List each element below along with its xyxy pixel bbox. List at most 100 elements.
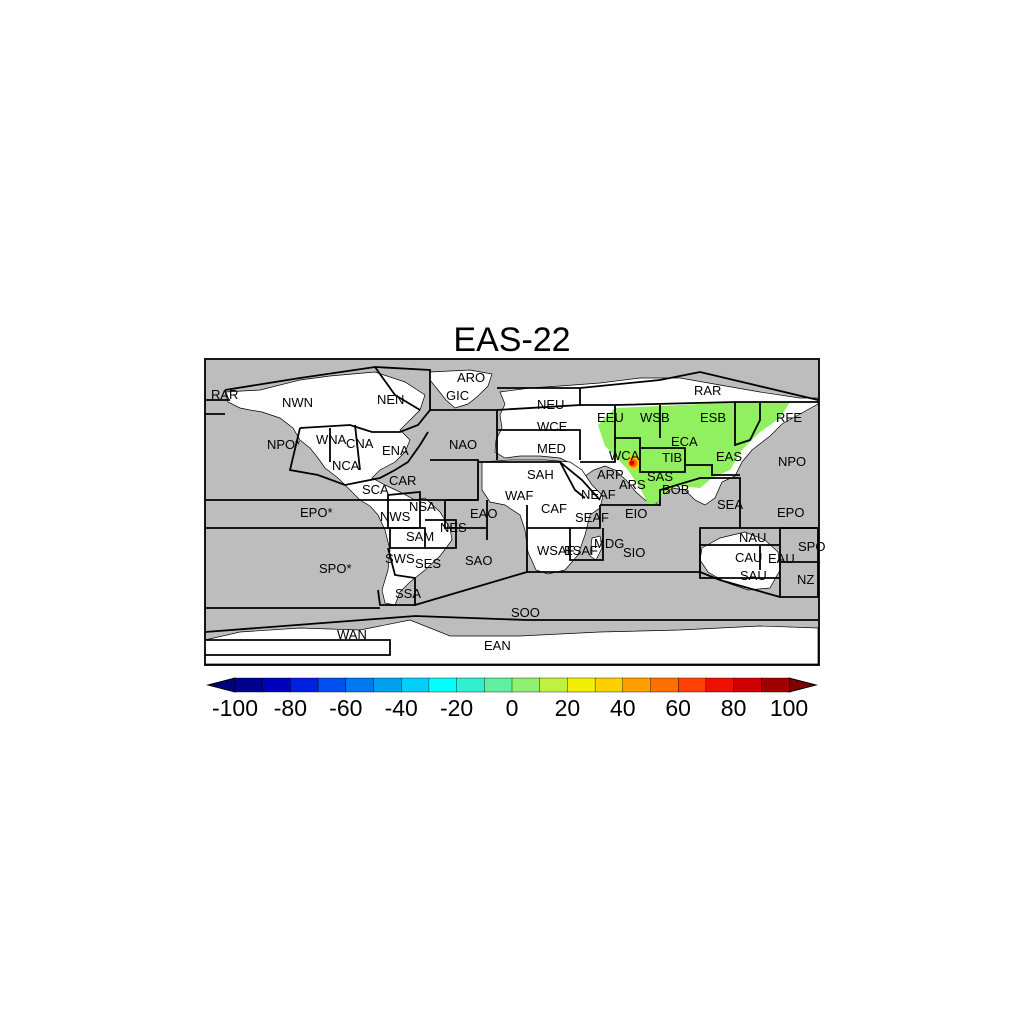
colorbar-segment — [290, 677, 319, 693]
region-label: SWS — [385, 551, 415, 566]
region-label: ENA — [382, 443, 409, 458]
colorbar-tick-label: 20 — [555, 695, 581, 721]
region-label: NSA — [409, 499, 436, 514]
region-label: SSA — [395, 586, 421, 601]
region-label: SEA — [717, 497, 743, 512]
land-antarctica — [204, 619, 819, 665]
region-label: WSAF — [537, 543, 575, 558]
colorbar-over-arrow — [788, 677, 818, 693]
colorbar-tick-label: -20 — [440, 695, 473, 721]
region-label: EEU — [597, 410, 624, 425]
region-label: RFE — [776, 410, 802, 425]
colorbar-segment — [401, 677, 430, 693]
region-label: ARS — [619, 477, 646, 492]
region-label: SIO — [623, 545, 645, 560]
colorbar-segment — [567, 677, 596, 693]
colorbar-segment — [594, 677, 624, 693]
region-label: MED — [537, 441, 566, 456]
colorbar-segment — [705, 677, 735, 693]
region-label: NPO — [778, 454, 806, 469]
region-label: SEAF — [575, 510, 609, 525]
region-label: EAO — [470, 506, 497, 521]
region-label: RAR — [211, 387, 238, 402]
colorbar-segment — [373, 677, 402, 693]
region-label: SAM — [406, 529, 434, 544]
land-africa — [481, 459, 604, 575]
region-label: SCA — [362, 482, 389, 497]
colorbar-segment — [678, 677, 707, 693]
region-label: NES — [440, 520, 467, 535]
colorbar-segment — [456, 677, 485, 693]
land-greenland — [429, 369, 493, 409]
region-label: EPO* — [300, 505, 333, 520]
map-panel: RAR ARO GIC NWN NEN NPO* WNA CNA ENA NAO… — [204, 358, 825, 666]
region-label: NEN — [377, 392, 404, 407]
region-label: TIB — [662, 450, 682, 465]
region-label: BOB — [662, 482, 689, 497]
region-label: WCA — [609, 448, 640, 463]
region-label: WCE — [537, 419, 568, 434]
colorbar-tick-label: 0 — [506, 695, 519, 721]
region-label: CAF — [541, 501, 567, 516]
colorbar-segment — [317, 677, 347, 693]
field-hotspot-inner — [629, 460, 635, 466]
land-north-america — [224, 371, 453, 606]
colorbar-segment — [622, 677, 651, 693]
region-label: RAR — [694, 383, 721, 398]
colorbar-segment — [733, 677, 762, 693]
region-label: EIO — [625, 506, 647, 521]
region-label: NEAF — [581, 487, 616, 502]
colorbar-tick-label: 100 — [770, 695, 808, 721]
region-label: ESAF — [564, 543, 598, 558]
colorbar-tick-label: -100 — [212, 695, 258, 721]
region-labels: RAR ARO GIC NWN NEN NPO* WNA CNA ENA NAO… — [211, 370, 825, 653]
region-label: EAN — [484, 638, 511, 653]
colorbar-segment — [484, 677, 513, 693]
region-label: SPO* — [319, 561, 352, 576]
region-label: NAU — [739, 530, 766, 545]
region-label: WNA — [316, 432, 347, 447]
region-label: NWN — [282, 395, 313, 410]
colorbar: -100 -80 -60 -40 -20 0 20 40 60 80 100 — [206, 677, 818, 721]
colorbar-segment — [511, 677, 541, 693]
colorbar-tick-labels: -100 -80 -60 -40 -20 0 20 40 60 80 100 — [212, 695, 808, 721]
region-label: ESB — [700, 410, 726, 425]
region-label: ECA — [671, 434, 698, 449]
region-label: NPO* — [267, 437, 300, 452]
colorbar-segment — [262, 677, 291, 693]
colorbar-tick-label: -80 — [274, 695, 307, 721]
value-field — [598, 402, 790, 508]
colorbar-segment — [761, 677, 790, 693]
map-frame — [204, 358, 820, 666]
region-label: WAF — [505, 488, 533, 503]
region-label: CAR — [389, 473, 416, 488]
region-label: NAO — [449, 437, 477, 452]
region-label: EPO — [777, 505, 804, 520]
colorbar-tick-label: 80 — [721, 695, 747, 721]
region-label: WSB — [640, 410, 670, 425]
region-label: SAO — [465, 553, 492, 568]
colorbar-segment — [650, 677, 679, 693]
region-label: NEU — [537, 397, 564, 412]
colorbar-segment — [234, 677, 264, 693]
colorbar-tick-label: 60 — [665, 695, 691, 721]
region-label: SOO — [511, 605, 540, 620]
region-label: SAU — [740, 568, 767, 583]
colorbar-segments — [234, 677, 790, 693]
field-positive-region — [598, 402, 790, 508]
land-madagascar — [589, 535, 603, 561]
region-label: SAH — [527, 467, 554, 482]
colorbar-segment — [539, 677, 568, 693]
colorbar-tick-label: -60 — [329, 695, 362, 721]
region-label: EAS — [716, 449, 742, 464]
colorbar-under-arrow — [206, 677, 236, 693]
region-label: SES — [415, 556, 441, 571]
colorbar-tick-label: -40 — [385, 695, 418, 721]
region-label: NCA — [332, 458, 360, 473]
region-label: SPO — [798, 539, 825, 554]
region-label: WAN — [337, 627, 367, 642]
region-label: CAU — [735, 550, 762, 565]
region-label: EAU — [768, 551, 795, 566]
map-title: EAS-22 — [453, 321, 570, 359]
